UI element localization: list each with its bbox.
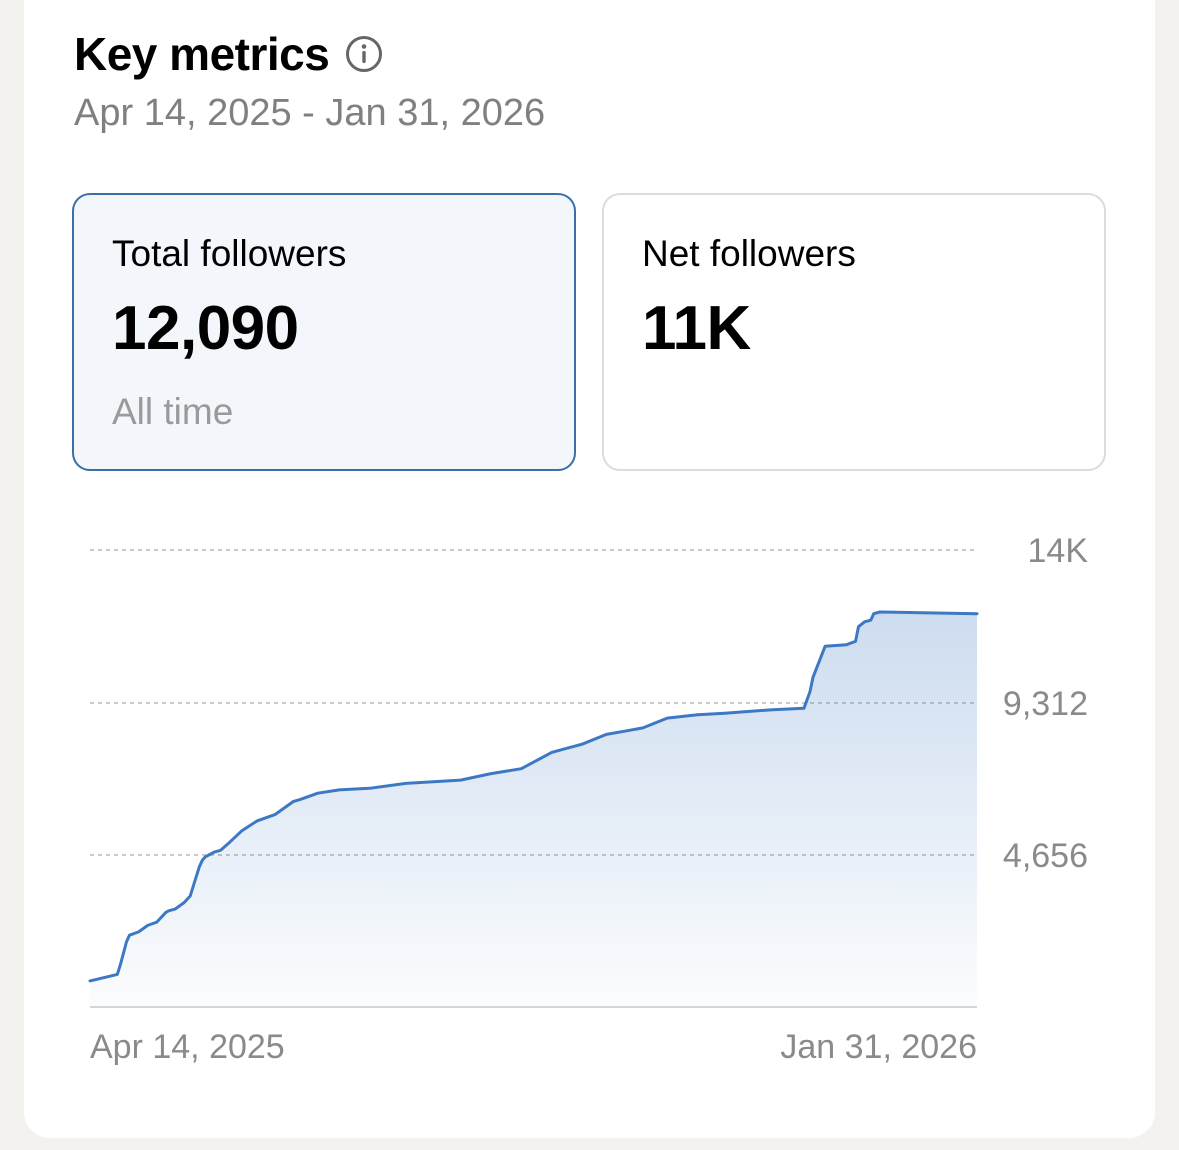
info-circle-icon[interactable] xyxy=(345,35,383,73)
total-followers-value: 12,090 xyxy=(112,294,299,363)
page-title: Key metrics xyxy=(74,28,330,80)
x-tick-label: Jan 31, 2026 xyxy=(780,1028,977,1066)
y-tick-label: 9,312 xyxy=(1003,685,1088,723)
followers-area xyxy=(90,612,977,1007)
net-followers-value: 11K xyxy=(642,294,751,363)
title-row: Key metrics xyxy=(74,24,383,84)
net-followers-label: Net followers xyxy=(642,233,856,274)
followers-chart: 4,656 9,312 14K Apr 14, 2025 Jan 31, 2026 xyxy=(0,510,1179,1090)
y-tick-label: 14K xyxy=(1028,532,1089,570)
total-followers-label: Total followers xyxy=(112,233,347,274)
y-tick-label: 4,656 xyxy=(1003,837,1088,875)
total-followers-period: All time xyxy=(112,391,234,432)
followers-chart-svg: 4,656 9,312 14K Apr 14, 2025 Jan 31, 2026 xyxy=(88,532,1089,1066)
date-range: Apr 14, 2025 - Jan 31, 2026 xyxy=(74,92,546,134)
x-tick-label: Apr 14, 2025 xyxy=(90,1028,285,1066)
followers-line xyxy=(88,610,979,983)
total-followers-card[interactable]: Total followers 12,090 All time xyxy=(72,193,576,471)
net-followers-card[interactable]: Net followers 11K xyxy=(602,193,1106,471)
